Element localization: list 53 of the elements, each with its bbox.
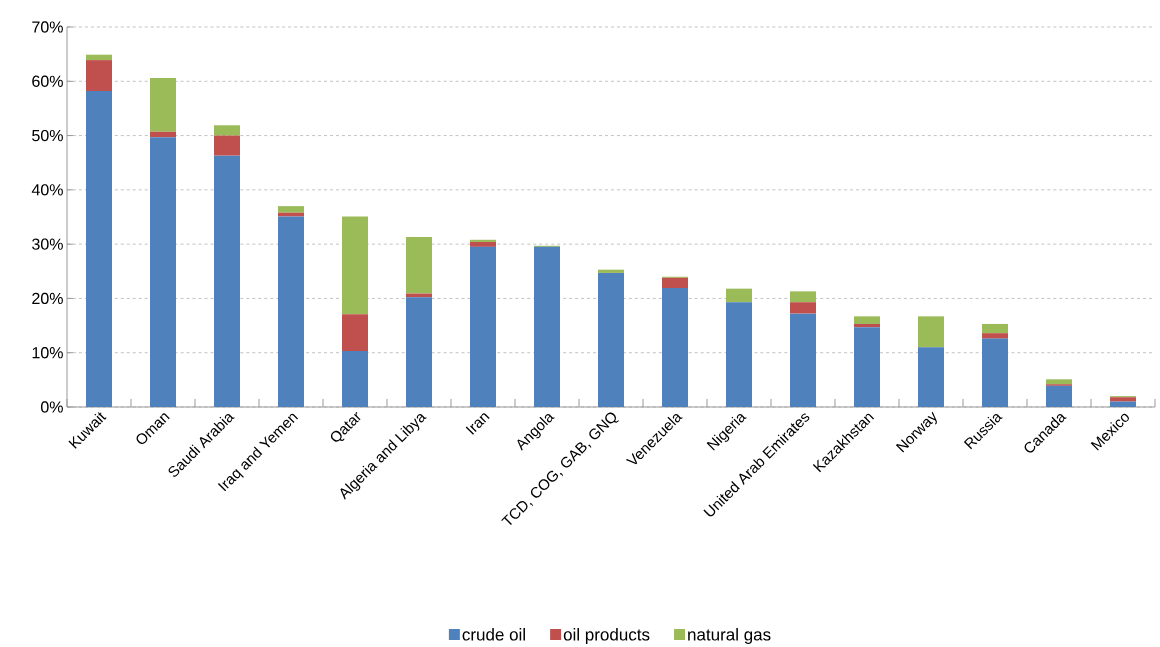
bar: [534, 246, 560, 407]
bar: [726, 288, 752, 303]
y-tick-label: 10%: [32, 347, 63, 359]
bar: [86, 54, 112, 61]
bar: [982, 323, 1009, 334]
y-tick-label: 40%: [31, 184, 63, 196]
bar: [150, 131, 176, 138]
bar: [598, 272, 624, 407]
bar: [1110, 397, 1137, 402]
y-tick-label: 50%: [32, 129, 63, 142]
bar: [982, 333, 1009, 339]
y-tick-label: 0%: [40, 401, 63, 413]
bar: [1110, 401, 1137, 407]
bar: [150, 78, 176, 132]
bar: [214, 155, 240, 407]
bar: [342, 314, 368, 352]
bar: [918, 347, 944, 407]
y-tick-label: 30%: [32, 238, 63, 250]
legend-label: oil products: [563, 628, 650, 644]
bar: [214, 125, 240, 136]
bar: [278, 216, 304, 407]
bar: [790, 313, 816, 407]
bar: [214, 135, 240, 156]
bar: [86, 91, 112, 407]
bar: [470, 239, 496, 242]
bar: [598, 269, 624, 273]
legend-label: natural gas: [688, 628, 771, 644]
bar: [406, 297, 432, 407]
y-tick-label: 20%: [32, 292, 63, 305]
bar: [854, 327, 880, 407]
y-tick-label: 70%: [32, 21, 63, 33]
bar: [982, 338, 1009, 407]
legend-label: crude oil: [462, 628, 525, 641]
bar: [342, 216, 368, 315]
bar: [1046, 385, 1073, 407]
bar: [918, 316, 944, 348]
bar: [86, 60, 112, 92]
bar: [790, 302, 816, 314]
bar: [662, 288, 688, 407]
bar: [278, 206, 304, 213]
bar: [150, 137, 176, 407]
bar: [470, 241, 496, 247]
bar: [470, 246, 496, 407]
bar: [854, 316, 880, 324]
bar: [406, 237, 432, 294]
bar: [662, 277, 688, 289]
y-tick-label: 60%: [32, 75, 63, 87]
x-tick-label: Iran: [465, 413, 490, 435]
bar: [1046, 379, 1073, 385]
bar: [726, 302, 752, 407]
bar: [790, 291, 816, 303]
bar: [342, 351, 368, 407]
bar: [854, 323, 880, 328]
